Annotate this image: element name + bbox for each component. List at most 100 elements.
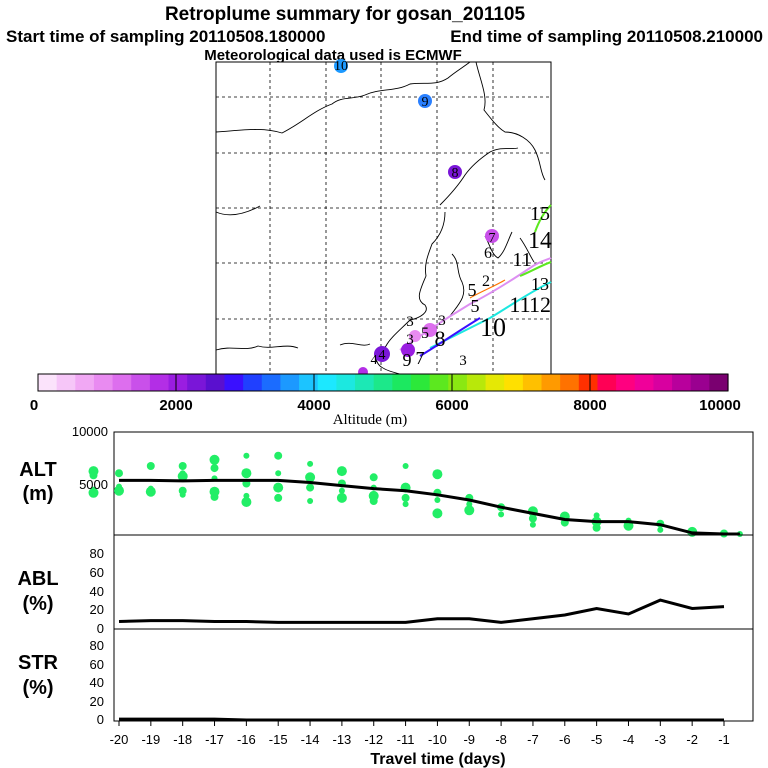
x-tick-label: -1 xyxy=(718,732,730,747)
alt-particle-point xyxy=(88,487,99,498)
alt-ylabel-bottom: (m) xyxy=(22,483,53,505)
map-coastlines xyxy=(215,61,546,375)
map-marker-dot xyxy=(374,346,390,362)
colorbar-cell xyxy=(616,374,636,391)
alt-particle-point xyxy=(146,462,155,470)
x-tick-label: -15 xyxy=(269,732,288,747)
colorbar-cell xyxy=(75,374,95,391)
colorbar-cell xyxy=(261,374,282,391)
str-frame xyxy=(113,628,754,722)
colorbar-frame xyxy=(37,373,729,392)
x-tick-label: -17 xyxy=(205,732,224,747)
x-tick-label: -5 xyxy=(591,732,603,747)
str-ytick: 0 xyxy=(97,712,104,727)
colorbar-cell xyxy=(373,374,393,391)
abl-ytick: 40 xyxy=(90,584,104,599)
colorbar-cell xyxy=(672,374,692,391)
map-gridlines xyxy=(216,62,551,374)
alt-particle-point xyxy=(336,466,347,477)
alt-particle-point xyxy=(210,492,219,501)
alt-particle-point xyxy=(401,493,410,502)
colorbar-cell xyxy=(541,374,561,391)
x-tick-label: -2 xyxy=(686,732,698,747)
colorbar-cell xyxy=(187,374,207,391)
alt-particle-point xyxy=(307,460,314,467)
map-marker-label: 9 xyxy=(403,350,412,370)
end-time-label: End time of sampling 20110508.210000 xyxy=(450,27,763,46)
abl-ytick: 60 xyxy=(90,565,104,580)
abl-frame xyxy=(113,534,754,630)
colorbar-cell xyxy=(336,374,356,391)
alt-particle-point xyxy=(177,471,188,482)
alt-particle-point xyxy=(273,482,284,493)
map-marker-dot xyxy=(423,323,437,337)
alt-particle-point xyxy=(498,511,505,518)
x-axis-ticks: -20 -19 -18 -17 -16 -15 -14 -13 -12 -11 -10 -9 -8 -7 -… xyxy=(110,721,730,747)
colorbar-cell xyxy=(634,374,655,391)
map-marker-label: 5 xyxy=(468,280,477,300)
colorbar-cell xyxy=(243,374,263,391)
alt-particle-point xyxy=(145,486,156,497)
x-tick-label: -11 xyxy=(397,732,415,747)
colorbar-cell xyxy=(38,374,58,391)
alt-median-line xyxy=(119,478,740,536)
map-marker-label: 10 xyxy=(334,59,348,74)
colorbar-cell xyxy=(355,374,375,391)
map-marker-label: 9 xyxy=(422,95,429,110)
alt-particle-point xyxy=(274,493,283,502)
map-marker-label: 12 xyxy=(529,292,551,317)
colorbar-cell xyxy=(317,374,337,391)
colorbar-cell xyxy=(168,374,188,391)
map-marker-label: 4 xyxy=(379,348,386,363)
colorbar-cell xyxy=(429,374,449,391)
abl-ylabel-top: ABL xyxy=(17,568,58,590)
x-axis-label: Travel time (days) xyxy=(370,751,505,768)
map-marker-label: 3 xyxy=(459,353,467,369)
map-marker-label: 11 xyxy=(512,249,531,271)
x-tick-label: -14 xyxy=(301,732,320,747)
alt-particle-point xyxy=(115,469,123,478)
colorbar-cell xyxy=(578,374,599,391)
str-ytick: 20 xyxy=(90,694,104,709)
colorbar-cell xyxy=(392,374,412,391)
x-tick-label: -6 xyxy=(559,732,571,747)
str-ytick: 80 xyxy=(90,638,104,653)
alt-particle-point xyxy=(369,473,378,482)
alt-particle-point xyxy=(336,492,347,503)
colorbar-cell xyxy=(224,374,244,391)
map-marker-dot xyxy=(448,165,462,179)
map-marker-label: 10 xyxy=(480,313,506,342)
colorbar-cell xyxy=(56,374,76,391)
abl-ylabel-bottom: (%) xyxy=(22,593,53,615)
map-marker-label: 3 xyxy=(406,332,414,348)
x-tick-label: -18 xyxy=(173,732,192,747)
map-panel: 10 9 8 7 6 4 4 3 3 3 3 5 9 7 8 5 2 5 10 … xyxy=(215,59,552,377)
alt-ytick: 10000 xyxy=(72,424,108,439)
x-tick-label: -8 xyxy=(495,732,507,747)
str-ytick: 40 xyxy=(90,675,104,690)
x-tick-label: -4 xyxy=(623,732,635,747)
colorbar-tick: 0 xyxy=(30,397,38,414)
alt-particle-point xyxy=(464,505,475,516)
colorbar-cell xyxy=(690,374,710,391)
alt-particle-point xyxy=(305,472,316,483)
abl-line xyxy=(118,598,725,624)
alt-particle-point xyxy=(432,469,443,480)
map-markers: 10 9 8 7 6 4 4 3 3 3 3 5 9 7 8 5 2 5 10 … xyxy=(334,59,552,377)
alt-particle-point xyxy=(528,514,537,523)
map-marker-label: 5 xyxy=(471,296,480,316)
alt-panel: 10000 5000 ALT (m) xyxy=(19,424,754,538)
colorbar-cell xyxy=(112,374,132,391)
alt-particle-point xyxy=(657,526,664,533)
alt-particle-point xyxy=(274,451,283,460)
colorbar-cell xyxy=(410,374,431,391)
map-marker-label: 14 xyxy=(528,228,552,254)
map-marker-label: 7 xyxy=(416,348,425,368)
x-tick-label: -16 xyxy=(237,732,256,747)
colorbar-cell xyxy=(280,374,300,391)
map-frame xyxy=(215,61,552,375)
map-marker-label: 11 xyxy=(509,292,530,317)
alt-frame xyxy=(113,431,754,536)
colorbar-tick: 8000 xyxy=(573,397,606,414)
